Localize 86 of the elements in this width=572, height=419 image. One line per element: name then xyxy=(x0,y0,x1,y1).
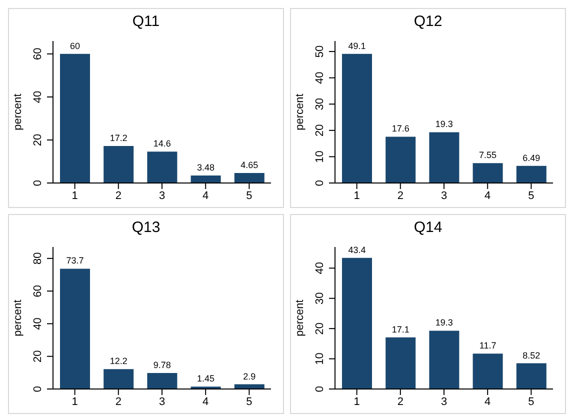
bar xyxy=(190,176,221,183)
data-label: 19.3 xyxy=(435,119,453,130)
x-tick-label: 3 xyxy=(440,396,448,408)
bar xyxy=(104,369,134,389)
data-label: 12.2 xyxy=(110,356,128,366)
x-tick-label: 5 xyxy=(246,190,252,202)
x-tick-label: 2 xyxy=(115,396,122,408)
chart-title: Q14 xyxy=(412,218,444,238)
data-label: 7.55 xyxy=(479,150,497,160)
y-tick-label: 60 xyxy=(32,48,44,60)
x-tick-label: 5 xyxy=(528,396,534,408)
bar xyxy=(386,136,416,183)
y-tick-label: 20 xyxy=(32,134,44,146)
bar xyxy=(234,172,264,183)
x-tick-label: 4 xyxy=(484,396,491,408)
x-tick-label: 2 xyxy=(397,396,404,408)
chart-title: Q13 xyxy=(130,218,162,238)
y-tick-label: 50 xyxy=(314,45,326,58)
bar xyxy=(147,152,178,183)
data-label: 8.52 xyxy=(522,350,540,360)
data-label: 14.6 xyxy=(153,138,171,149)
data-label: 2.9 xyxy=(243,371,256,382)
y-tick-label: 10 xyxy=(314,352,326,365)
y-tick-label: 0 xyxy=(314,386,326,392)
bar xyxy=(472,354,503,389)
data-label: 19.3 xyxy=(435,318,453,328)
bar xyxy=(60,54,90,183)
y-tick-label: 40 xyxy=(32,90,44,104)
data-label: 9.78 xyxy=(153,360,171,370)
data-label: 43.4 xyxy=(348,244,366,255)
bar xyxy=(342,54,372,183)
y-tick-label: 30 xyxy=(314,98,326,110)
y-axis-title: percent xyxy=(12,300,24,336)
data-label: 60 xyxy=(70,40,80,51)
x-tick-label: 4 xyxy=(202,396,209,408)
data-label: 6.49 xyxy=(522,152,540,163)
data-label: 3.48 xyxy=(197,162,215,173)
y-axis-title: percent xyxy=(294,300,306,336)
bar xyxy=(516,166,546,183)
x-tick-label: 2 xyxy=(397,190,404,202)
data-label: 49.1 xyxy=(348,40,366,51)
y-tick-label: 20 xyxy=(32,350,44,362)
data-label: 1.45 xyxy=(197,374,215,384)
y-tick-label: 80 xyxy=(32,252,44,265)
y-tick-label: 20 xyxy=(314,322,326,335)
chart-title: Q11 xyxy=(131,12,161,32)
x-tick-label: 3 xyxy=(440,190,448,202)
x-tick-label: 2 xyxy=(115,190,122,202)
data-label: 17.2 xyxy=(110,132,128,143)
bar xyxy=(429,330,460,389)
bar xyxy=(147,373,178,389)
y-axis-title: percent xyxy=(294,94,306,130)
x-tick-label: 5 xyxy=(246,396,252,408)
x-tick-label: 4 xyxy=(484,190,491,202)
data-label: 11.7 xyxy=(479,340,496,351)
y-tick-label: 10 xyxy=(314,150,326,163)
y-tick-label: 20 xyxy=(314,124,326,137)
bar xyxy=(472,163,503,183)
bar xyxy=(60,268,90,389)
y-tick-label: 40 xyxy=(32,318,44,330)
data-label: 17.6 xyxy=(392,124,410,134)
y-tick-label: 0 xyxy=(314,180,326,186)
y-tick-label: 0 xyxy=(32,180,44,186)
bar xyxy=(386,337,416,389)
y-tick-label: 40 xyxy=(314,262,326,274)
data-label: 17.1 xyxy=(392,324,410,334)
x-tick-label: 5 xyxy=(528,190,534,202)
x-tick-label: 4 xyxy=(202,190,209,202)
data-label: 73.7 xyxy=(66,256,84,266)
y-tick-label: 60 xyxy=(32,284,44,298)
chart-title: Q12 xyxy=(412,12,444,32)
y-tick-label: 30 xyxy=(314,292,326,304)
x-tick-label: 1 xyxy=(354,190,360,202)
data-label: 4.65 xyxy=(240,160,258,170)
x-tick-label: 1 xyxy=(354,396,360,408)
y-axis-title: percent xyxy=(12,94,24,130)
x-tick-label: 3 xyxy=(158,396,166,408)
x-tick-label: 1 xyxy=(72,190,78,202)
bar xyxy=(429,132,460,183)
bar xyxy=(104,146,134,183)
x-tick-label: 1 xyxy=(72,396,78,408)
x-tick-label: 3 xyxy=(158,190,166,202)
bar xyxy=(516,363,546,389)
y-tick-label: 40 xyxy=(314,72,326,84)
bar xyxy=(342,258,372,389)
y-tick-label: 0 xyxy=(32,386,44,392)
